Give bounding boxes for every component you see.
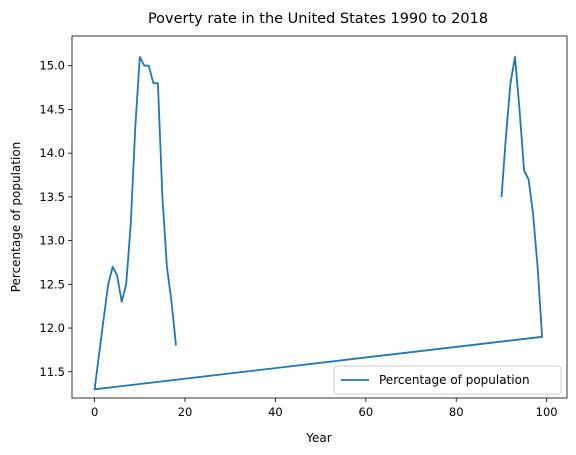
x-tick-label: 40 xyxy=(268,405,283,419)
x-tick-label: 80 xyxy=(449,405,464,419)
series-line xyxy=(93,56,543,391)
plot-area xyxy=(71,35,568,399)
y-tick-label: 12.5 xyxy=(39,277,65,291)
y-axis: 11.5 12.0 12.5 13.0 13.5 14.0 14.5 15.0 xyxy=(39,59,72,379)
series-layer xyxy=(93,56,543,391)
x-axis: 0 20 40 60 80 100 xyxy=(91,398,558,419)
chart-title: Poverty rate in the United States 1990 t… xyxy=(148,11,488,27)
x-axis-label: Year xyxy=(305,431,331,445)
y-axis-label: Percentage of population xyxy=(9,142,23,293)
y-tick-label: 11.5 xyxy=(39,365,65,379)
y-tick-label: 13.0 xyxy=(39,234,65,248)
x-tick-label: 60 xyxy=(359,405,374,419)
legend-entry: Percentage of population xyxy=(379,373,530,387)
y-tick-label: 14.0 xyxy=(39,146,65,160)
x-tick-label: 20 xyxy=(178,405,193,419)
x-tick-label: 0 xyxy=(91,405,98,419)
legend-box xyxy=(333,365,562,395)
y-tick-label: 15.0 xyxy=(39,59,65,73)
x-tick-label: 100 xyxy=(536,405,558,419)
legend: Percentage of population xyxy=(333,365,562,395)
y-tick-label: 12.0 xyxy=(39,321,65,335)
y-tick-label: 14.5 xyxy=(39,102,65,116)
y-tick-label: 13.5 xyxy=(39,190,65,204)
